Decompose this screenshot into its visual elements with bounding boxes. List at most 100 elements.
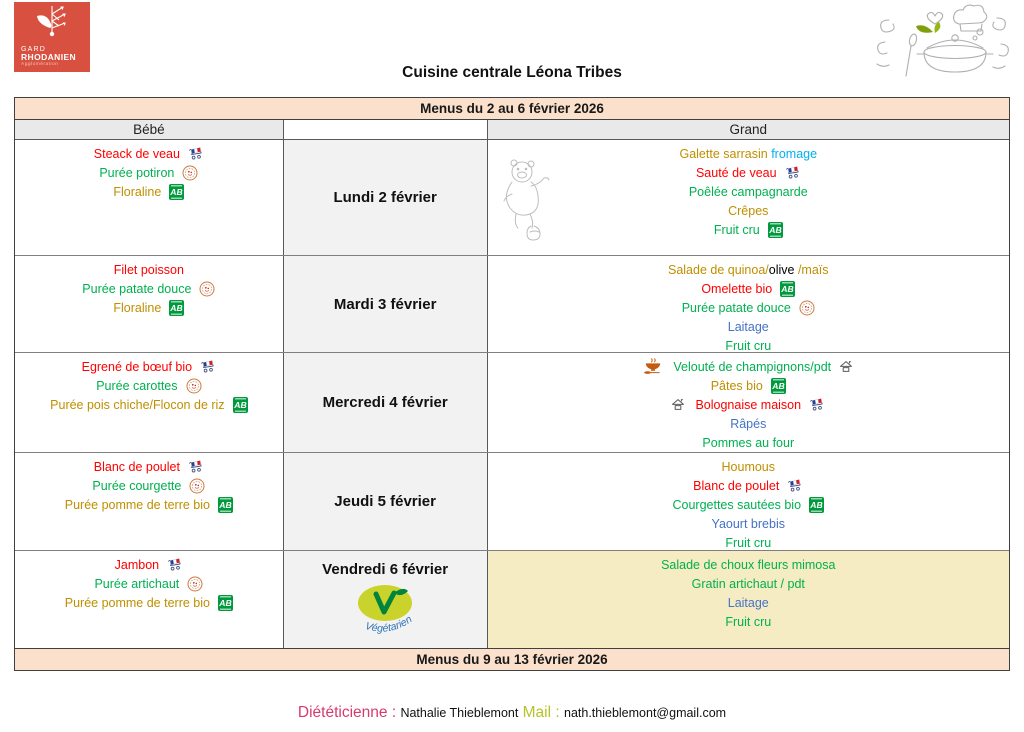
menu-item-text: Floraline <box>113 184 162 199</box>
gard-rhodanien-emblem-icon <box>37 6 66 37</box>
menu-line: Velouté de champignons/pdt <box>488 357 1009 376</box>
menu-item-text: olive <box>768 262 795 277</box>
day-label: Jeudi 5 février <box>334 493 436 510</box>
day-cell: Mardi 3 février <box>283 256 488 352</box>
stamp-icon <box>189 478 205 494</box>
menu-item-text: Purée pomme de terre bio <box>64 595 210 610</box>
menu-item-text: Purée courgette <box>92 478 182 493</box>
menu-item-text: Fruit cru <box>725 614 772 629</box>
logo-text-rhodanien: RHODANIEN <box>21 52 77 63</box>
house-icon <box>671 398 685 411</box>
page-title: Cuisine centrale Léona Tribes <box>402 64 622 81</box>
menu-line: Purée pomme de terre bio AB <box>15 593 283 612</box>
menu-item-text: Râpés <box>730 416 767 431</box>
grand-menu-cell: Velouté de champignons/pdt Pâtes bio AB Bol… <box>487 353 1009 452</box>
logo-text-gard: GARD <box>21 45 47 53</box>
menu-item-text: Jambon <box>114 557 160 572</box>
menu-item-text: Fruit cru <box>713 222 760 237</box>
svg-text:AB: AB <box>809 500 822 510</box>
grand-menu-cell: Salade de quinoa/olive /maïs Omelette bio… <box>487 256 1009 353</box>
menu-item-text: Pâtes bio <box>710 378 763 393</box>
menu-line: Blanc de poulet <box>15 457 283 476</box>
menu-item-text: Filet poisson <box>113 262 184 277</box>
menu-item-text: Fruit cru <box>725 535 772 550</box>
menu-line: Purée pois chiche/Flocon de riz AB <box>15 395 283 414</box>
menu-line: Salade de choux fleurs mimosa <box>488 555 1009 574</box>
ab-bio-icon: AB <box>169 299 185 316</box>
menu-line: Galette sarrasin fromage <box>488 144 1009 163</box>
menu-item-text: Floraline <box>113 300 162 315</box>
stamp-icon <box>186 378 202 394</box>
menu-item-text: Egrené de bœuf bio <box>81 359 193 374</box>
svg-text:AB: AB <box>170 303 183 313</box>
svg-text:AB: AB <box>170 187 183 197</box>
day-cell: Lundi 2 février <box>283 140 488 255</box>
day-label: Vendredi 6 février <box>322 561 449 578</box>
menu-item-text: Laitage <box>727 595 769 610</box>
menu-line: Pommes au four <box>488 433 1009 452</box>
menu-item-text: Purée pois chiche/Flocon de riz <box>50 397 225 412</box>
menu-item-text: Purée potiron <box>99 165 175 180</box>
menu-line: Gratin artichaut / pdt <box>488 574 1009 593</box>
stamp-icon <box>799 300 815 316</box>
menu-line: Laitage <box>488 317 1009 336</box>
menu-line: Purée patate douce <box>15 279 283 298</box>
vegetarien-badge: Végétarien <box>349 582 421 643</box>
flag-cart-icon <box>188 460 204 474</box>
menu-row-vendredi: Jambon Purée artichaut Purée pomme de terr… <box>15 550 1009 648</box>
flag-cart-icon <box>809 398 825 412</box>
svg-text:AB: AB <box>780 284 793 294</box>
footer: Diététicienne : Nathalie Thieblemont Mai… <box>0 704 1024 722</box>
menu-item-text: Houmous <box>721 459 776 474</box>
menu-row-mardi: Filet poisson Purée patate douce Floraline… <box>15 255 1009 353</box>
menu-line: Salade de quinoa/olive /maïs <box>488 260 1009 279</box>
menu-table: Menus du 2 au 6 février 2026 Bébé Grand … <box>14 97 1010 671</box>
menu-row-jeudi: Blanc de poulet Purée courgette Purée pomm… <box>15 452 1009 550</box>
menu-line: Fruit cru <box>488 533 1009 552</box>
bebe-menu-cell: Filet poisson Purée patate douce Floraline… <box>15 256 284 352</box>
ab-bio-icon: AB <box>780 280 796 297</box>
menu-item-text: Purée pomme de terre bio <box>64 497 210 512</box>
grand-menu-cell: Houmous Blanc de poulet Courgettes sautées… <box>487 453 1009 552</box>
menu-item-text: Gratin artichaut / pdt <box>691 576 805 591</box>
menu-line: Purée patate douce <box>488 298 1009 317</box>
gard-rhodanien-logo: GARD RHODANIEN Agglomération <box>14 2 90 72</box>
menu-item-text: Sauté de veau <box>695 165 777 180</box>
menu-line: Steack de veau <box>15 144 283 163</box>
flag-cart-icon <box>785 166 801 180</box>
menu-line: Omelette bio AB <box>488 279 1009 298</box>
day-label: Mercredi 4 février <box>322 394 448 411</box>
menu-line: Fruit cru AB <box>488 220 1009 239</box>
svg-text:AB: AB <box>218 500 231 510</box>
ab-bio-icon: AB <box>770 377 786 394</box>
logo-text-agglomeration: Agglomération <box>21 61 59 67</box>
house-icon <box>839 360 853 373</box>
menu-item-text: Purée patate douce <box>82 281 192 296</box>
day-cell: Jeudi 5 février <box>283 453 488 550</box>
menu-item-text: Velouté de champignons/pdt <box>673 359 832 374</box>
menu-item-text: Fruit cru <box>725 338 772 353</box>
column-header-grand: Grand <box>487 120 1009 139</box>
stamp-icon <box>182 165 198 181</box>
dietician-name: Nathalie Thieblemont <box>400 706 519 720</box>
dietician-label: Diététicienne : <box>297 704 401 721</box>
menu-line: Laitage <box>488 593 1009 612</box>
flag-cart-icon <box>188 147 204 161</box>
ab-bio-icon: AB <box>232 396 248 413</box>
menu-line: Houmous <box>488 457 1009 476</box>
menu-item-text: Purée artichaut <box>94 576 180 591</box>
menu-line: Purée pomme de terre bio AB <box>15 495 283 514</box>
menu-item-text: Salade de quinoa/ <box>667 262 769 277</box>
day-cell: Mercredi 4 février <box>283 353 488 452</box>
menu-line: Jambon <box>15 555 283 574</box>
menu-line: Crêpes <box>488 201 1009 220</box>
menu-line: Filet poisson <box>15 260 283 279</box>
menu-item-text: Steack de veau <box>93 146 180 161</box>
menu-item-text: Yaourt brebis <box>711 516 785 531</box>
ab-bio-icon: AB <box>809 496 825 513</box>
ab-bio-icon: AB <box>217 496 233 513</box>
menu-line: Blanc de poulet <box>488 476 1009 495</box>
bebe-menu-cell: Blanc de poulet Purée courgette Purée pomm… <box>15 453 284 550</box>
grand-menu-cell: Galette sarrasin fromage Sauté de veau Poê… <box>487 140 1009 255</box>
